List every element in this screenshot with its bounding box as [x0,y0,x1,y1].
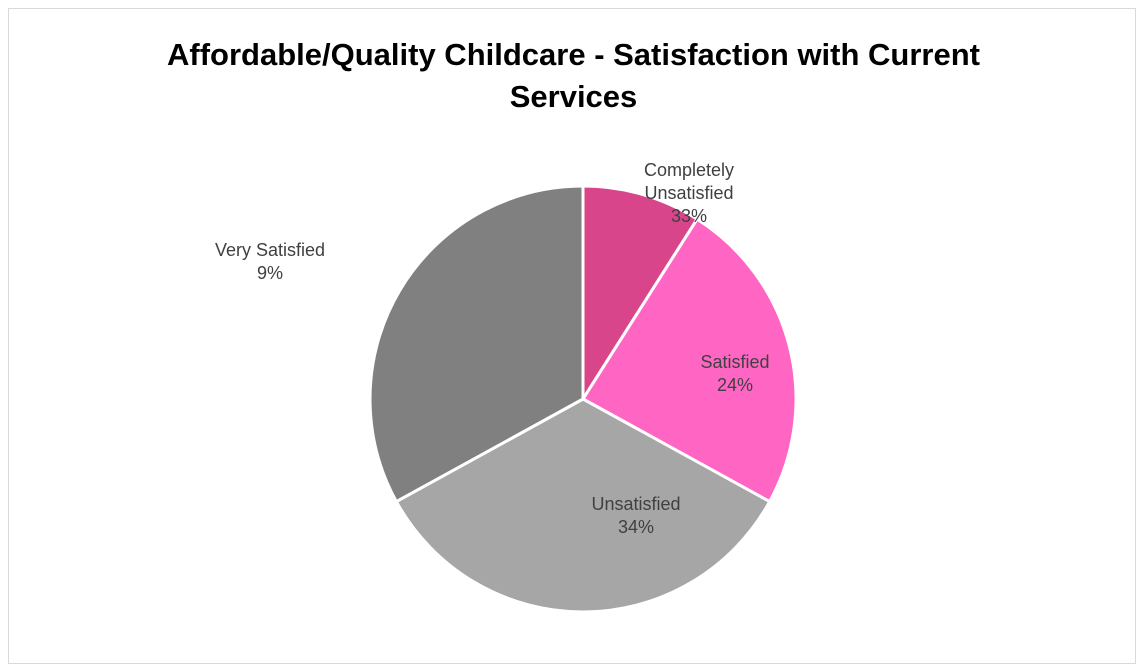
data-label-1-line-2: Unsatisfied [644,183,733,203]
pie-slice-unsatisfied [394,397,772,614]
pie-slice-completely-unsatisfied [368,184,585,504]
data-label-3: Unsatisfied 34% [591,494,680,537]
data-label-1: Completely Unsatisfied 33% [644,160,734,226]
pie-slices [368,184,798,614]
data-label-3-line-2: 34% [618,517,654,537]
data-label-2-line-1: Satisfied [700,352,769,372]
data-label-2-line-2: 24% [717,375,753,395]
data-label-4-line-1: Very Satisfied [215,240,325,260]
data-label-1-line-3: 33% [671,206,707,226]
chart-title-line-1: Affordable/Quality Childcare - Satisfact… [167,37,980,72]
chart-title-line-2: Services [509,79,638,114]
pie-slice-very-satisfied [581,184,699,401]
data-label-2: Satisfied 24% [700,352,769,395]
pie-slice-satisfied [581,217,798,504]
data-label-4-line-2: 9% [257,263,283,283]
data-label-4: Very Satisfied 9% [215,240,325,283]
chart-title: Affordable/Quality Childcare - Satisfact… [0,34,1147,118]
data-label-1-line-1: Completely [644,160,734,180]
pie-data-labels: Completely Unsatisfied 33% Satisfied 24% Unsa… [215,160,770,537]
data-label-3-line-1: Unsatisfied [591,494,680,514]
